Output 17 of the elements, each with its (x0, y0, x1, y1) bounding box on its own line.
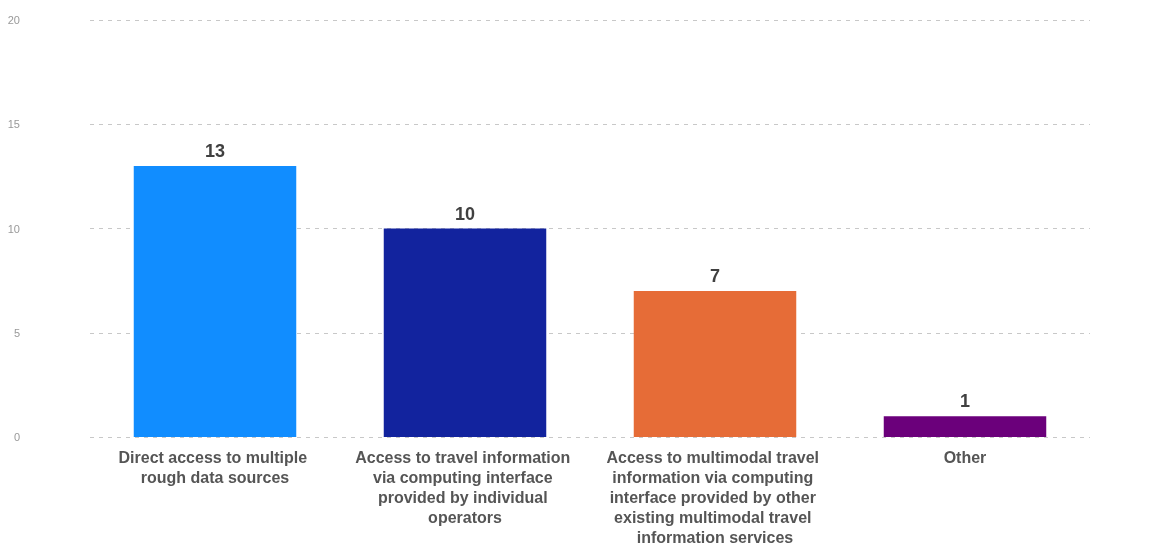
y-tick-label: 5 (13, 326, 20, 339)
x-tick-label: Access to multimodal travel information via computing interface provided by other existing multimodal travel information services (606, 448, 824, 546)
y-tick-label: 15 (7, 118, 20, 131)
data-label: 1 (959, 391, 971, 412)
data-label: 7 (709, 266, 721, 287)
data-label: 13 (204, 140, 226, 161)
bar (883, 416, 1047, 437)
bar (633, 291, 797, 437)
x-tick-label: Other (943, 448, 987, 466)
data-label: 10 (454, 203, 476, 224)
bar (383, 228, 547, 437)
bar (133, 165, 297, 437)
y-tick-label: 20 (7, 14, 20, 26)
y-tick-label: 0 (13, 431, 20, 443)
x-tick-label: Access to travel information via computing interface provided by individual operators (355, 448, 575, 526)
y-tick-label: 10 (7, 222, 20, 235)
x-tick-label: Direct access to multiple rough data sources (118, 448, 312, 486)
